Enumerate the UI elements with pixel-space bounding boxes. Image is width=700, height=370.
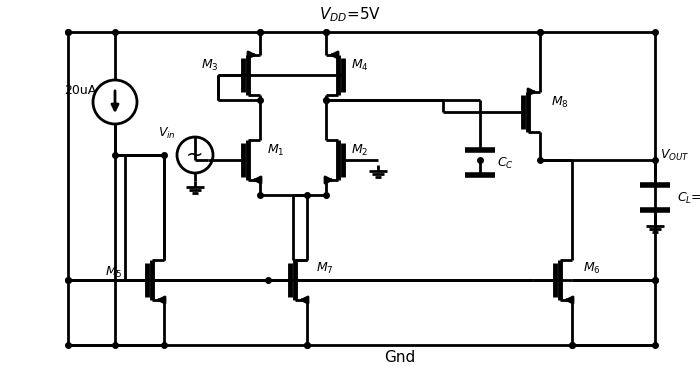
Text: $M_6$: $M_6$: [583, 260, 601, 276]
Text: 20uA: 20uA: [64, 84, 96, 97]
Text: $C_L$=20pF: $C_L$=20pF: [677, 190, 700, 206]
Text: $M_3$: $M_3$: [201, 57, 219, 73]
Text: $V_{DD}$=5V: $V_{DD}$=5V: [319, 6, 381, 24]
Text: $M_1$: $M_1$: [267, 142, 285, 158]
Text: $M_7$: $M_7$: [316, 260, 334, 276]
Text: $M_5$: $M_5$: [105, 265, 122, 280]
Text: $M_8$: $M_8$: [551, 94, 569, 110]
Text: $M_2$: $M_2$: [351, 142, 369, 158]
Text: Gnd: Gnd: [384, 350, 416, 366]
Text: $V_{OUT}$: $V_{OUT}$: [660, 148, 689, 162]
Text: $C_C$: $C_C$: [496, 155, 513, 171]
Text: ~: ~: [186, 145, 204, 165]
Text: $V_{in}$: $V_{in}$: [158, 125, 176, 141]
Text: $M_4$: $M_4$: [351, 57, 369, 73]
